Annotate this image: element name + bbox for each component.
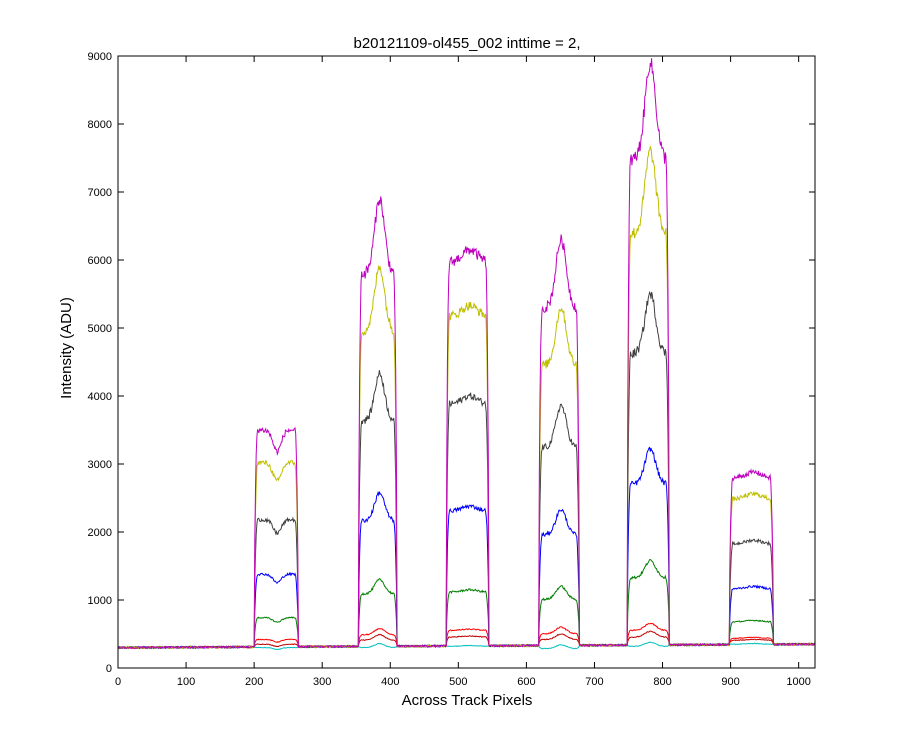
x-tick-label: 0 <box>115 676 121 688</box>
y-tick-label: 2000 <box>88 527 112 539</box>
x-tick-label: 800 <box>653 676 671 688</box>
x-tick-label: 300 <box>313 676 331 688</box>
series-line-5 <box>117 446 816 650</box>
y-tick-label: 6000 <box>88 255 112 267</box>
series-line-8 <box>117 58 816 650</box>
y-tick-label: 4000 <box>88 391 112 403</box>
chart-title: b20121109-ol455_002 inttime = 2, <box>354 35 581 52</box>
x-tick-label: 1000 <box>786 676 810 688</box>
x-tick-label: 600 <box>517 676 535 688</box>
x-tick-label: 900 <box>721 676 739 688</box>
x-axis-label: Across Track Pixels <box>402 692 533 709</box>
y-tick-label: 0 <box>106 663 112 675</box>
series-line-4 <box>117 558 816 650</box>
y-tick-label: 9000 <box>88 51 112 63</box>
x-tick-label: 500 <box>449 676 467 688</box>
x-tick-label: 200 <box>245 676 263 688</box>
axes-layer: 0 100 200 300 400 500 600 700 800 900 1000 0 1000 200… <box>88 51 816 688</box>
y-tick-label: 7000 <box>88 187 112 199</box>
series-line-7 <box>117 144 816 650</box>
y-tick-label: 3000 <box>88 459 112 471</box>
y-tick-label: 5000 <box>88 323 112 335</box>
plot-frame <box>117 55 816 669</box>
x-tick-label: 400 <box>381 676 399 688</box>
series-layer <box>117 58 816 651</box>
x-tick-label: 700 <box>585 676 603 688</box>
y-tick-label: 1000 <box>88 595 112 607</box>
x-tick-label: 100 <box>177 676 195 688</box>
series-line-6 <box>117 290 816 650</box>
y-axis-label: Intensity (ADU) <box>58 297 75 399</box>
y-tick-label: 8000 <box>88 119 112 131</box>
